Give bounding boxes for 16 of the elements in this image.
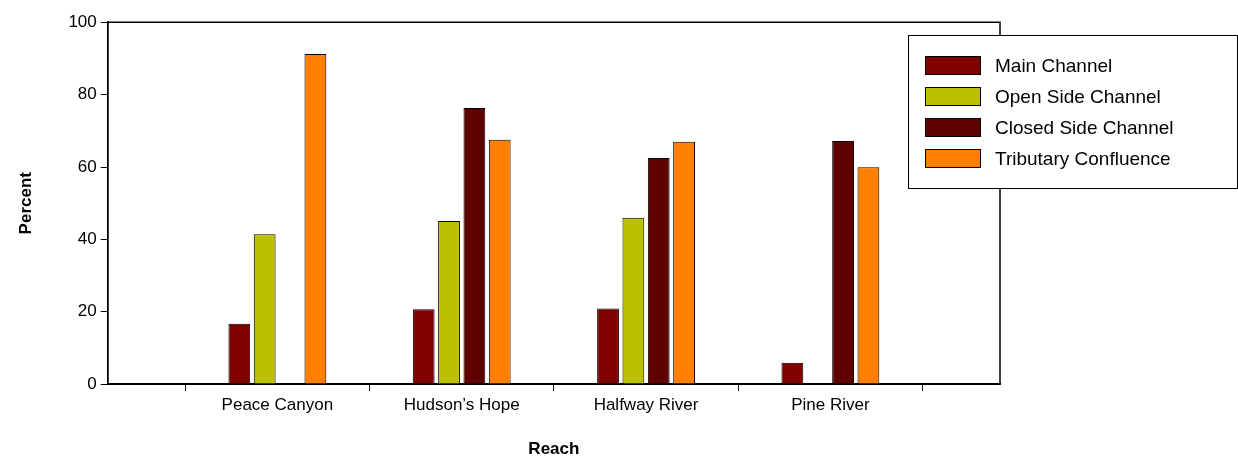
x-axis-title: Reach [528, 439, 580, 459]
y-tick-label: 40 [77, 229, 97, 249]
y-axis-title: Percent [15, 171, 35, 235]
x-tick-label: Halfway River [593, 395, 699, 415]
x-tick-label: Hudson’s Hope [403, 395, 520, 415]
y-tick-label: 60 [77, 156, 97, 176]
y-tick-label: 80 [77, 84, 97, 104]
x-tick-label: Pine River [791, 395, 870, 415]
legend-label: Tributary Confluence [995, 147, 1171, 170]
x-tick-label: Peace Canyon [221, 395, 334, 415]
y-tick-label: 100 [68, 11, 97, 31]
legend-label: Closed Side Channel [995, 116, 1174, 139]
legend-label: Main Channel [995, 54, 1113, 77]
y-tick-label: 0 [87, 373, 97, 393]
legend-label: Open Side Channel [995, 85, 1161, 108]
y-tick-label: 20 [77, 301, 97, 321]
